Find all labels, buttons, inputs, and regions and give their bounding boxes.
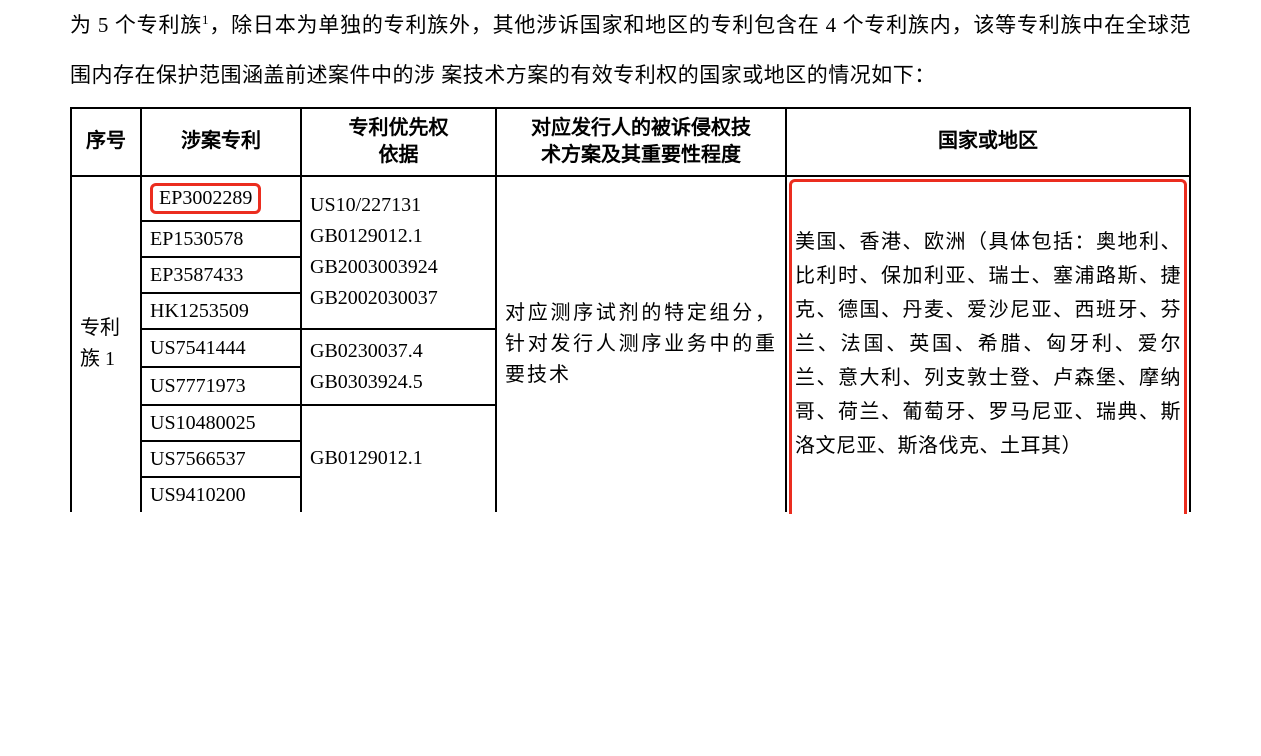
patent-id-cell: US7566537 xyxy=(141,441,301,477)
tech-desc-cell: 对应测序试剂的特定组分，针对发行人测序业务中的重要技术 xyxy=(496,176,786,512)
document-page: 为 5 个专利族1，除日本为单独的专利族外，其他涉诉国家和地区的专利包含在 4 … xyxy=(0,0,1261,512)
family-index-cell: 专利 族 1 xyxy=(71,176,141,512)
region-desc-cell: 美国、香港、欧洲（具体包括：奥地利、比利时、保加利亚、瑞士、塞浦路斯、捷克、德国… xyxy=(786,176,1190,512)
col-header-priority: 专利优先权 依据 xyxy=(301,108,496,176)
patent-id-cell: US7541444 xyxy=(141,329,301,367)
patent-id-cell: HK1253509 xyxy=(141,293,301,329)
patent-id-highlighted: EP3002289 xyxy=(150,183,261,214)
col-header-patent: 涉案专利 xyxy=(141,108,301,176)
footnote-marker: 1 xyxy=(202,12,209,27)
table-row: 专利 族 1 EP3002289 US10/227131 GB0129012.1… xyxy=(71,176,1190,221)
col-header-tech: 对应发行人的被诉侵权技 术方案及其重要性程度 xyxy=(496,108,786,176)
table-header-row: 序号 涉案专利 专利优先权 依据 对应发行人的被诉侵权技 术方案及其重要性程度 … xyxy=(71,108,1190,176)
patent-id-cell: EP3587433 xyxy=(141,257,301,293)
intro-paragraph: 为 5 个专利族1，除日本为单独的专利族外，其他涉诉国家和地区的专利包含在 4 … xyxy=(70,0,1191,101)
patent-id-cell: EP3002289 xyxy=(141,176,301,221)
patent-id-cell: US7771973 xyxy=(141,367,301,405)
patent-family-table: 序号 涉案专利 专利优先权 依据 对应发行人的被诉侵权技 术方案及其重要性程度 … xyxy=(70,107,1191,512)
priority-cell: US10/227131 GB0129012.1 GB2003003924 GB2… xyxy=(301,176,496,329)
priority-cell: GB0230037.4 GB0303924.5 xyxy=(301,329,496,405)
col-header-region: 国家或地区 xyxy=(786,108,1190,176)
para-text-4: 案技术方案的有效专利权的国家或地区的情况如下： xyxy=(441,63,936,87)
para-text-2: ，除日本为单独的专利族外，其他涉诉国家和地区的专利包含在 xyxy=(209,13,819,37)
patent-id-cell: EP1530578 xyxy=(141,221,301,257)
para-text-1: 为 5 个专利族 xyxy=(70,13,202,37)
patent-id-cell: US9410200 xyxy=(141,477,301,512)
patent-id-cell: US10480025 xyxy=(141,405,301,441)
priority-cell: GB0129012.1 xyxy=(301,405,496,512)
col-header-index: 序号 xyxy=(71,108,141,176)
